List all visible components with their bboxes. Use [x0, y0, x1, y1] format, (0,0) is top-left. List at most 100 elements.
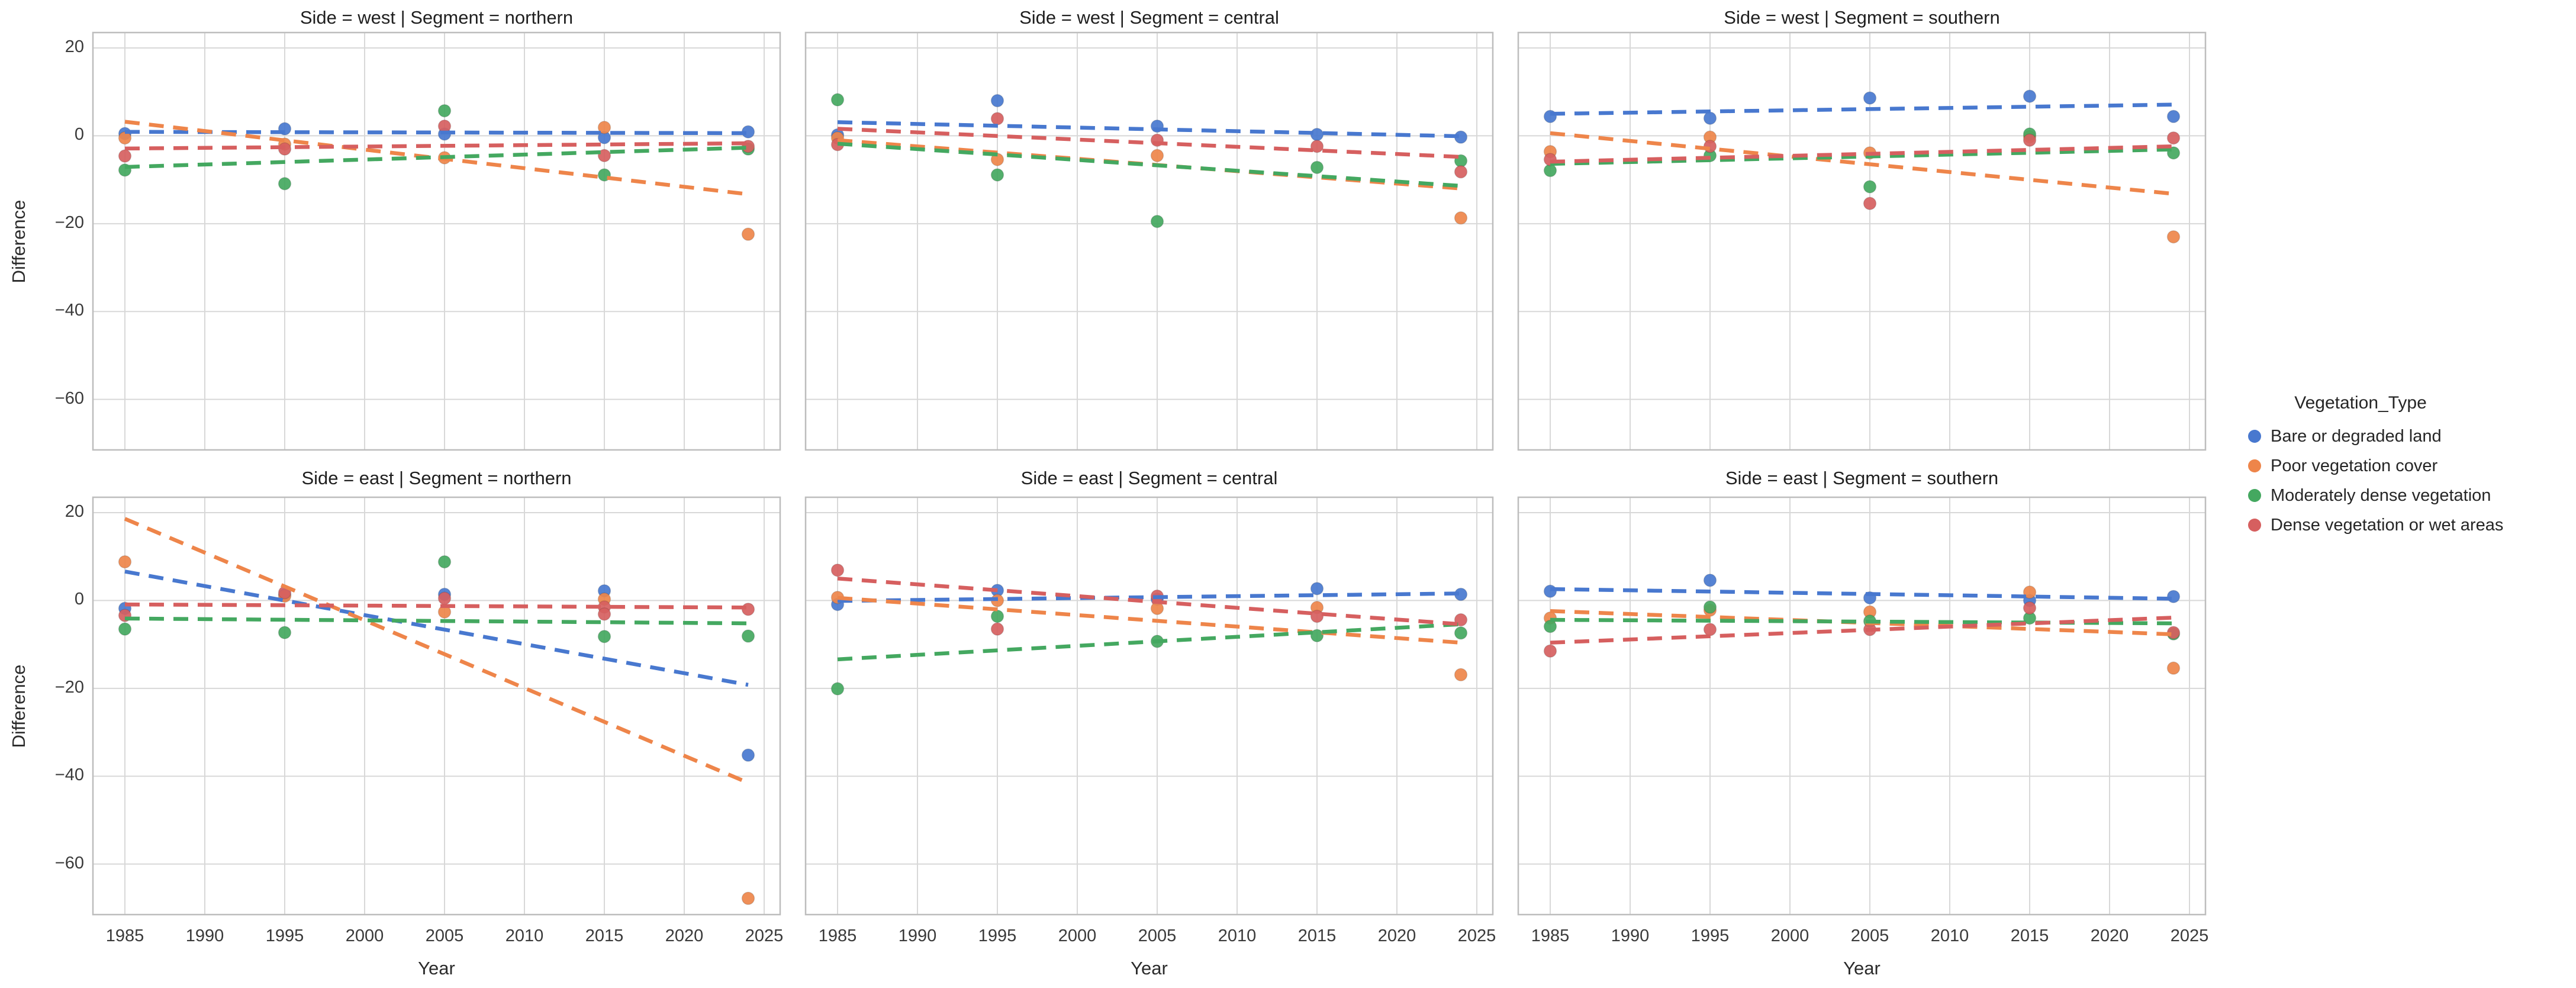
scatter-poor: [830, 131, 1468, 225]
trendline-dense: [837, 127, 1461, 159]
x-tick-label: 2020: [1377, 926, 1416, 945]
panel-title-west-southern: Side = west | Segment = southern: [1724, 7, 2000, 28]
x-tick-label: 1990: [1611, 926, 1650, 945]
panel-west-central: [804, 31, 1494, 451]
y-tick-label: 20: [65, 501, 84, 521]
legend-swatch-icon: [2248, 430, 2261, 443]
y-tick-label: −20: [54, 677, 84, 697]
trendline-poor: [1550, 609, 2174, 636]
y-tick-label: −20: [54, 213, 84, 232]
x-tick-label: 1990: [185, 926, 224, 945]
x-axis-label-center-column: Year: [1131, 958, 1168, 979]
scatter-bare: [830, 582, 1468, 612]
panel-west-northern: [92, 31, 781, 451]
x-tick-label: 2000: [1058, 926, 1097, 945]
x-tick-label: 2000: [1770, 926, 1809, 945]
x-tick-label: 1985: [1531, 926, 1570, 945]
x-tick-label: 2010: [505, 926, 544, 945]
scatter-dense: [830, 563, 1468, 636]
legend: Vegetation_Type Bare or degraded land Poo…: [2248, 393, 2568, 540]
x-tick-label: 2020: [2090, 926, 2129, 945]
x-tick-label: 1985: [105, 926, 144, 945]
legend-label: Moderately dense vegetation: [2271, 485, 2491, 505]
panel-east-central: [804, 496, 1494, 916]
legend-item-3: Dense vegetation or wet areas: [2248, 510, 2568, 540]
scatter-moderate: [118, 555, 755, 643]
x-tick-label: 2025: [1457, 926, 1496, 945]
panel-east-northern: [92, 496, 781, 916]
scatter-moderate: [830, 93, 1468, 229]
panel-title-west-central: Side = west | Segment = central: [1019, 7, 1279, 28]
trendline-bare: [1550, 102, 2174, 116]
scatter-dense: [118, 119, 755, 163]
x-axis-label-left-column: Year: [418, 958, 455, 979]
trendline-moderate: [837, 141, 1461, 188]
legend-item-1: Poor vegetation cover: [2248, 451, 2568, 481]
scatter-bare: [118, 584, 755, 762]
legend-label: Poor vegetation cover: [2271, 456, 2438, 475]
scatter-moderate: [118, 104, 755, 191]
x-tick-label: 1995: [265, 926, 304, 945]
y-tick-label: 0: [74, 125, 84, 144]
x-tick-label: 2020: [665, 926, 704, 945]
legend-swatch-icon: [2248, 459, 2261, 472]
y-tick-label: 20: [65, 37, 84, 56]
x-tick-label: 2015: [585, 926, 624, 945]
x-tick-label: 2025: [745, 926, 784, 945]
panel-east-southern: [1517, 496, 2207, 916]
x-tick-label: 2015: [2010, 926, 2049, 945]
scatter-dense: [1543, 131, 2181, 210]
trendline-moderate: [837, 622, 1461, 662]
y-tick-label: −40: [54, 765, 84, 785]
trendline-poor: [837, 138, 1461, 191]
y-tick-label: 0: [74, 590, 84, 609]
panel-grid: [806, 497, 1493, 915]
legend-swatch-icon: [2248, 489, 2261, 502]
x-tick-label: 2005: [1850, 926, 1889, 945]
panel-border: [804, 31, 1494, 451]
trendline-dense: [124, 602, 749, 610]
legend-title: Vegetation_Type: [2294, 393, 2427, 413]
trendline-poor: [124, 120, 749, 197]
panel-border: [804, 496, 1494, 916]
scatter-dense: [118, 585, 755, 622]
panel-border: [1517, 31, 2207, 451]
trendline-poor: [837, 596, 1461, 645]
y-tick-label: −60: [54, 388, 84, 408]
panel-grid: [806, 33, 1493, 450]
legend-items: Bare or degraded land Poor vegetation cov…: [2248, 421, 2568, 540]
trendline-bare: [124, 130, 749, 136]
panel-grid: [93, 497, 780, 915]
panel-grid: [1518, 33, 2205, 450]
scatter-moderate: [830, 609, 1468, 696]
x-tick-label: 2025: [2170, 926, 2209, 945]
x-axis-label-right-column: Year: [1843, 958, 1881, 979]
scatter-dense: [830, 112, 1468, 179]
x-tick-label: 2005: [1138, 926, 1177, 945]
trendline-poor: [1550, 131, 2174, 196]
legend-item-2: Moderately dense vegetation: [2248, 481, 2568, 510]
trendline-bare: [124, 569, 749, 687]
legend-label: Dense vegetation or wet areas: [2271, 515, 2504, 535]
panel-title-east-northern: Side = east | Segment = northern: [301, 468, 572, 488]
x-tick-label: 1985: [818, 926, 857, 945]
legend-swatch-icon: [2248, 519, 2261, 532]
panel-border: [1517, 496, 2207, 916]
trendline-poor: [124, 517, 749, 785]
panel-title-west-northern: Side = west | Segment = northern: [300, 7, 574, 28]
legend-item-0: Bare or degraded land: [2248, 421, 2568, 451]
scatter-bare: [1543, 574, 2181, 607]
trendline-moderate: [1550, 617, 2174, 626]
trendline-moderate: [124, 616, 749, 626]
x-tick-label: 2010: [1930, 926, 1969, 945]
x-tick-label: 2010: [1218, 926, 1257, 945]
panel-border: [92, 31, 781, 451]
panel-grid: [93, 33, 780, 450]
trendline-bare: [837, 120, 1461, 139]
trendline-dense: [1550, 616, 2174, 645]
x-tick-label: 2000: [345, 926, 384, 945]
trendline-moderate: [124, 146, 749, 169]
trendline-dense: [1550, 144, 2174, 164]
panel-title-east-southern: Side = east | Segment = southern: [1725, 468, 1999, 488]
